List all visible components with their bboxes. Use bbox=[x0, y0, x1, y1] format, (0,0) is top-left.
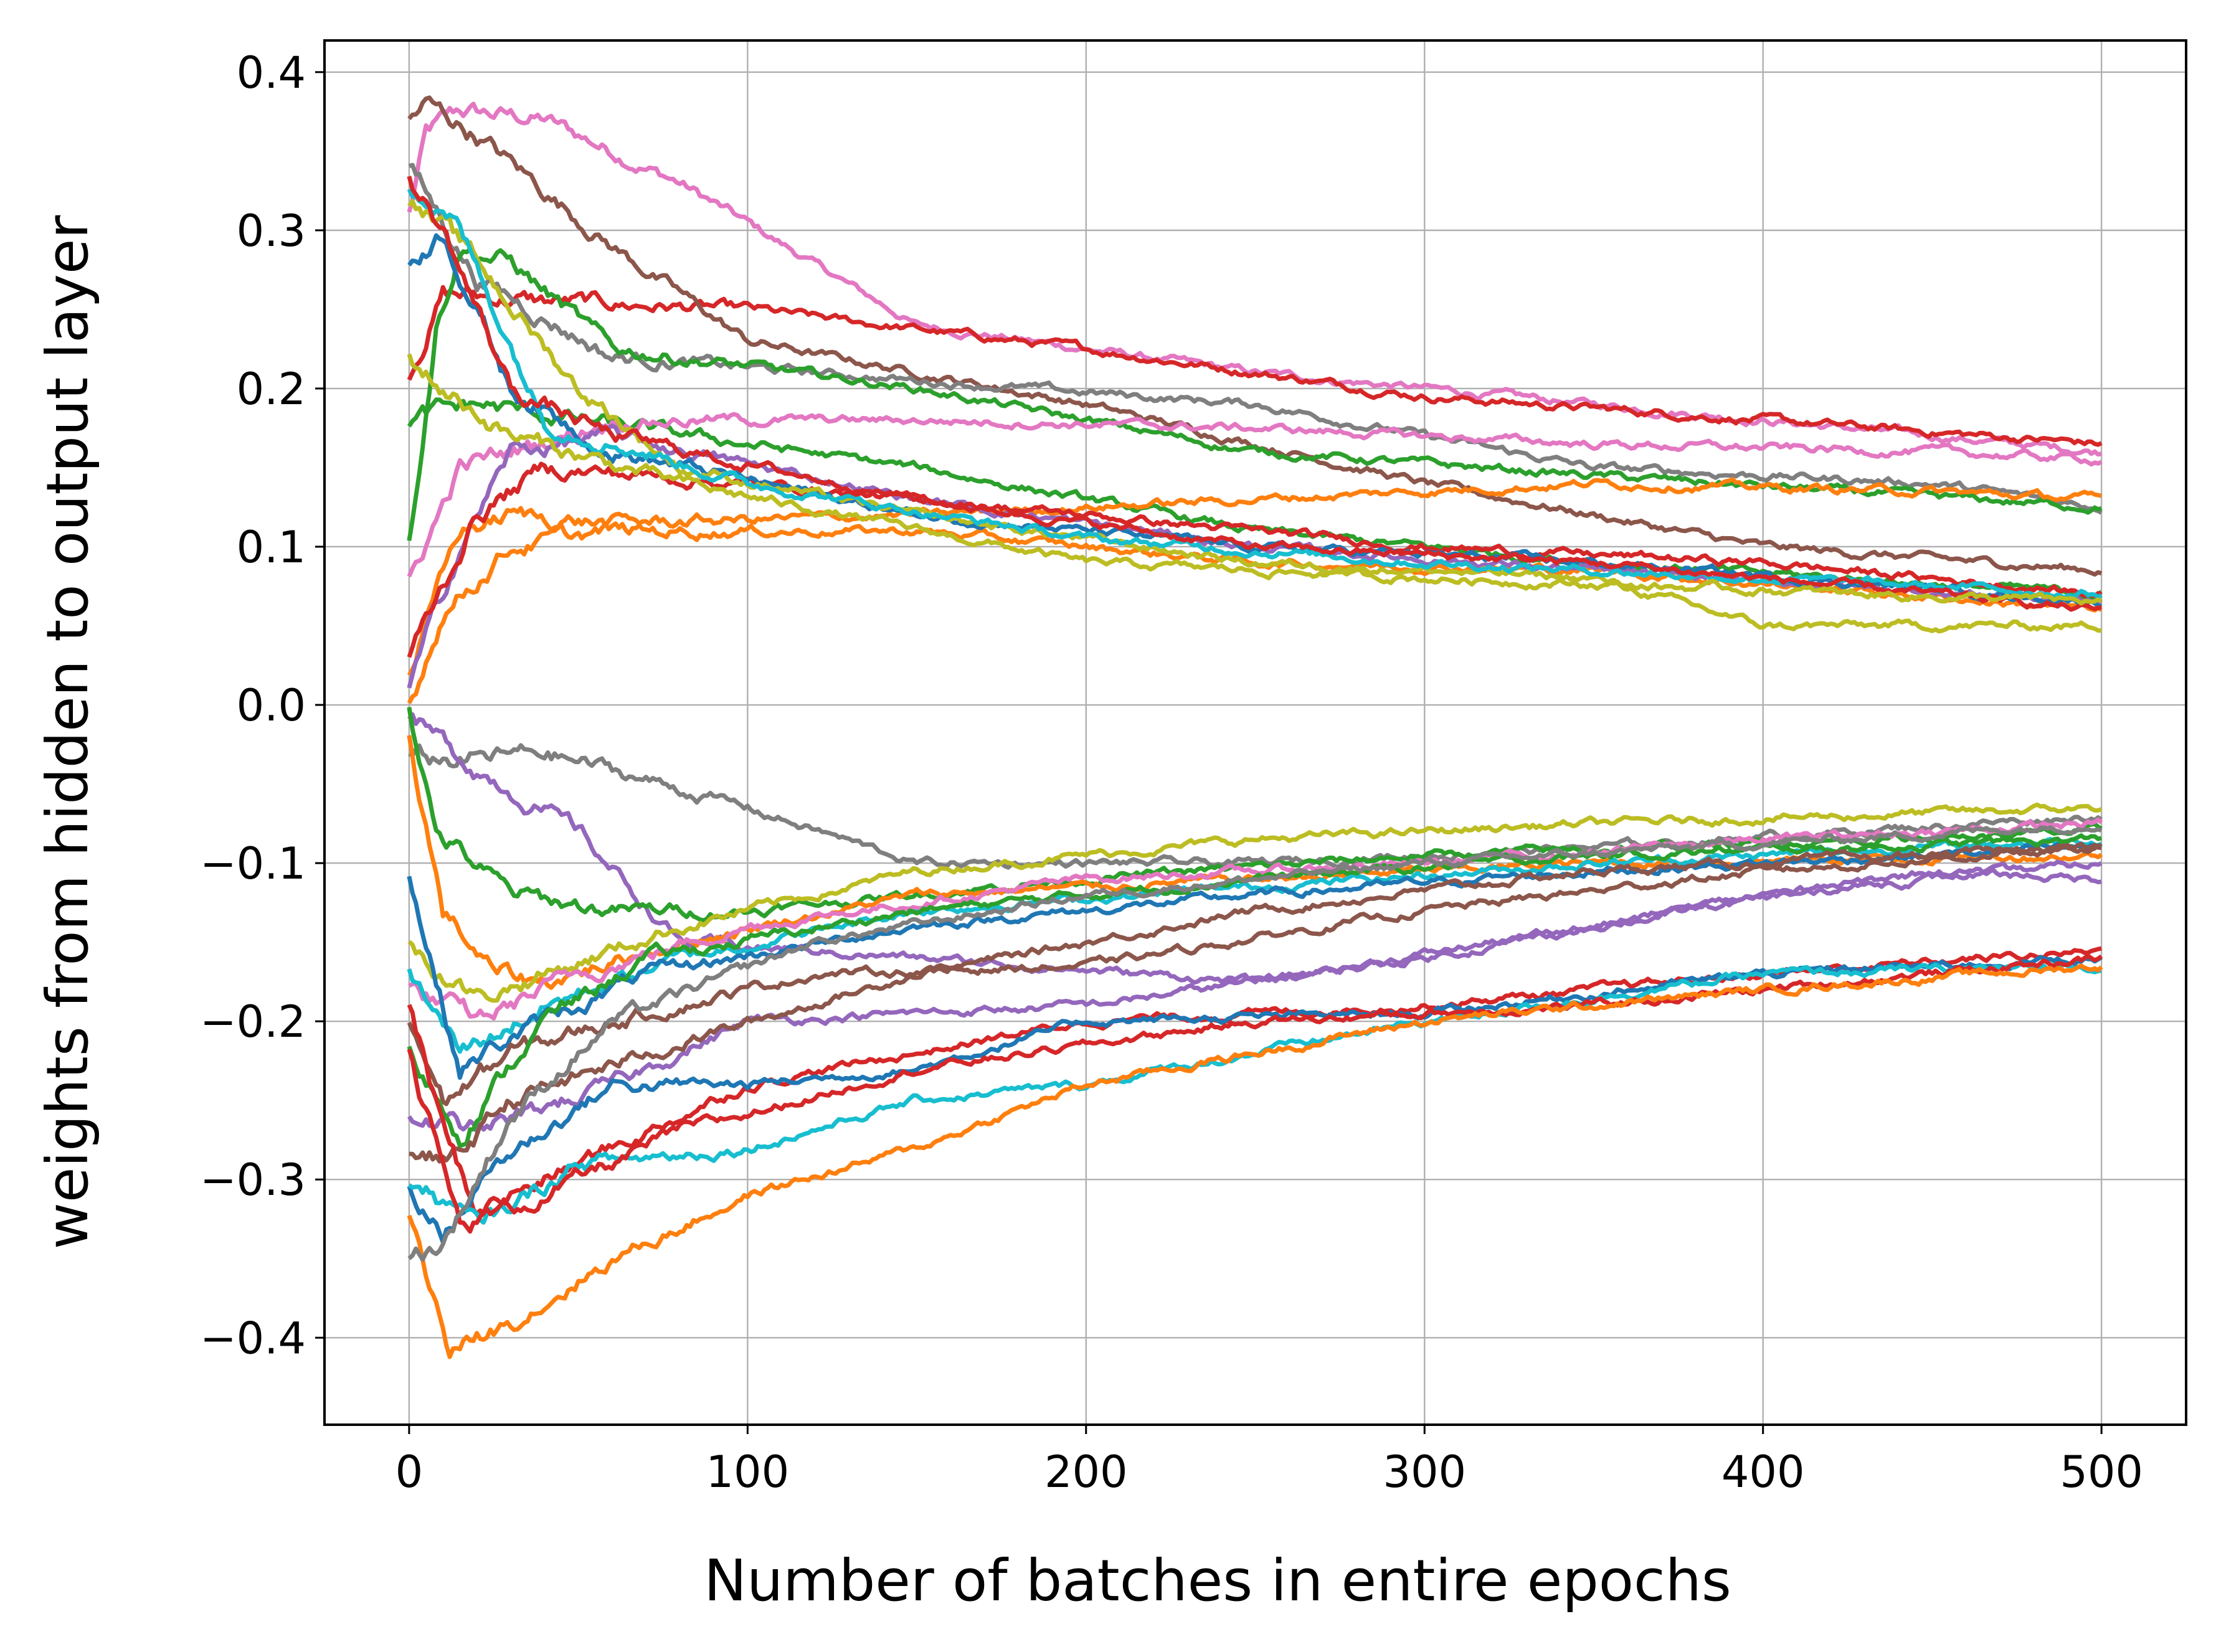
plot-frame bbox=[323, 39, 2187, 1426]
series-line-25 bbox=[407, 859, 2103, 1134]
series-line-1 bbox=[407, 285, 2103, 447]
x-axis-ticks: 0 100 200 300 400 500 bbox=[395, 1425, 2143, 1498]
y-tick-label: 0.0 bbox=[237, 680, 306, 731]
x-tick-label: 400 bbox=[1721, 1447, 1805, 1498]
y-tick-label: −0.1 bbox=[200, 838, 306, 889]
x-tick-label: 100 bbox=[706, 1447, 790, 1498]
series-line-6 bbox=[407, 412, 2103, 578]
y-tick-label: 0.2 bbox=[237, 364, 306, 415]
y-tick-label: 0.3 bbox=[237, 205, 306, 257]
series-line-10 bbox=[407, 461, 2103, 658]
x-axis-label: Number of batches in entire epochs bbox=[704, 1547, 1731, 1614]
series-line-21 bbox=[408, 817, 2103, 1021]
series-line-24 bbox=[407, 842, 2102, 1107]
series-line-20 bbox=[407, 802, 2103, 1003]
y-tick-label: −0.2 bbox=[200, 996, 306, 1047]
series-line-32 bbox=[407, 963, 2103, 1359]
series-line-14 bbox=[407, 176, 2102, 612]
series-line-7 bbox=[407, 477, 2102, 677]
series-line-12 bbox=[407, 199, 2102, 634]
x-tick-label: 500 bbox=[2060, 1447, 2143, 1498]
x-tick-label: 300 bbox=[1383, 1447, 1466, 1498]
x-tick-label: 200 bbox=[1044, 1447, 1128, 1498]
series-line-22 bbox=[407, 837, 2103, 1054]
series-line-23 bbox=[407, 842, 2102, 1080]
y-axis-label: weights from hidden to output layer bbox=[34, 215, 101, 1250]
data-series bbox=[407, 95, 2103, 1359]
x-tick-label: 0 bbox=[395, 1447, 424, 1498]
series-line-33 bbox=[407, 825, 2103, 1262]
y-tick-label: −0.3 bbox=[200, 1154, 306, 1206]
series-line-11 bbox=[407, 233, 2102, 608]
series-line-17 bbox=[407, 712, 2102, 985]
y-tick-label: −0.4 bbox=[200, 1313, 306, 1364]
y-tick-label: 0.1 bbox=[237, 522, 306, 573]
series-line-13 bbox=[407, 188, 2103, 600]
y-tick-label: 0.4 bbox=[237, 47, 306, 98]
series-line-15 bbox=[407, 353, 2103, 606]
series-line-27 bbox=[409, 841, 2102, 1164]
y-axis-ticks: 0.4 0.3 0.2 0.1 0.0 −0.1 −0.2 −0.3 −0.4 bbox=[200, 47, 324, 1364]
series-line-0 bbox=[407, 101, 2102, 457]
